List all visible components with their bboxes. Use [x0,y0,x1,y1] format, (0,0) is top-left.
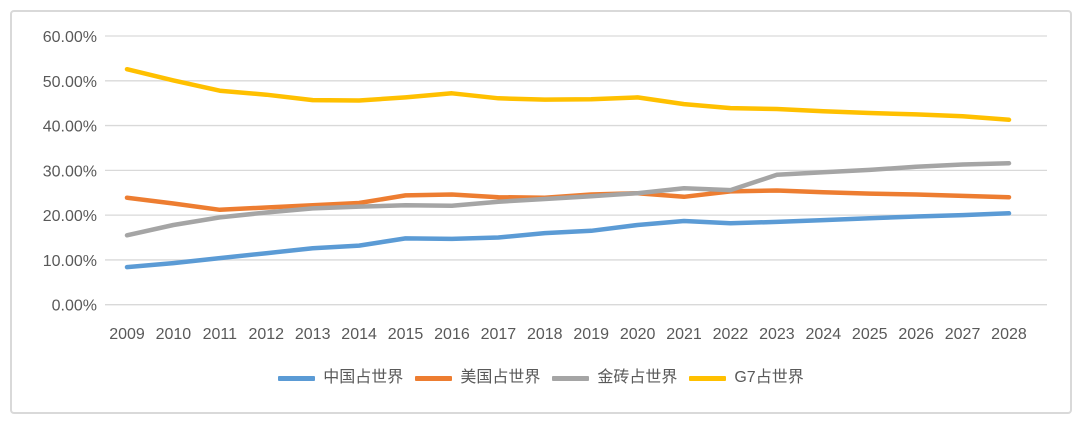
chart-area: 60.00% 50.00% 40.00% 30.00% 20.00% 10.00% 0.00… [10,10,1072,414]
x-tick-label: 2012 [248,326,284,343]
x-tick-label: 2014 [341,326,377,343]
x-tick-label: 2011 [203,326,238,343]
legend-item-0[interactable]: 中国占世界 [278,368,403,388]
x-tick-label: 2022 [713,326,749,343]
y-axis-tick-labels: 60.00% 50.00% 40.00% 30.00% 20.00% 10.00% 0.00… [43,29,97,315]
legend-item-3[interactable]: G7占世界 [689,368,804,388]
legend: 中国占世界 美国占世界 金砖占世界 G7占世界 [12,368,1070,388]
x-tick-label: 2028 [991,326,1027,343]
x-tick-label: 2021 [666,326,702,343]
y-tick-label: 50.00% [43,74,97,91]
legend-label: 美国占世界 [460,369,541,386]
x-tick-label: 2010 [156,326,192,343]
series-line-0 [124,211,1012,270]
series-line-1 [124,188,1012,213]
series-line-3 [124,66,1012,123]
x-tick-label: 2027 [945,326,981,343]
legend-label: 金砖占世界 [597,369,678,386]
legend-line-swatch [415,375,453,381]
x-tick-label: 2023 [759,326,795,343]
x-tick-label: 2009 [109,326,145,343]
line-chart-plot: 60.00% 50.00% 40.00% 30.00% 20.00% 10.00% 0.00… [43,29,1047,343]
x-tick-label: 2025 [852,326,888,343]
series-line-2 [124,160,1012,238]
y-tick-label: 10.00% [43,253,97,270]
legend-label: 中国占世界 [323,369,404,386]
x-tick-label: 2026 [898,326,934,343]
y-tick-label: 40.00% [43,119,97,136]
legend-line-swatch [552,375,590,381]
y-tick-label: 20.00% [43,208,97,225]
x-tick-label: 2016 [434,326,470,343]
legend-label: G7占世界 [734,369,804,386]
legend-line-swatch [689,375,727,381]
legend-item-1[interactable]: 美国占世界 [415,368,540,388]
x-tick-label: 2013 [295,326,331,343]
x-tick-label: 2019 [573,326,609,343]
legend-line-swatch [278,375,316,381]
series-lines [124,66,1012,270]
y-tick-label: 0.00% [52,298,97,315]
x-tick-label: 2020 [620,326,656,343]
y-tick-label: 30.00% [43,163,97,180]
x-axis-tick-labels: 2009 2010 2011 2012 2013 2014 2015 2016 2017 2018… [109,326,1027,343]
x-tick-label: 2024 [806,326,842,343]
x-tick-label: 2017 [481,326,517,343]
y-tick-label: 60.00% [43,29,97,46]
x-tick-label: 2018 [527,326,563,343]
gridlines [105,35,1047,306]
legend-item-2[interactable]: 金砖占世界 [552,368,677,388]
x-tick-label: 2015 [388,326,424,343]
